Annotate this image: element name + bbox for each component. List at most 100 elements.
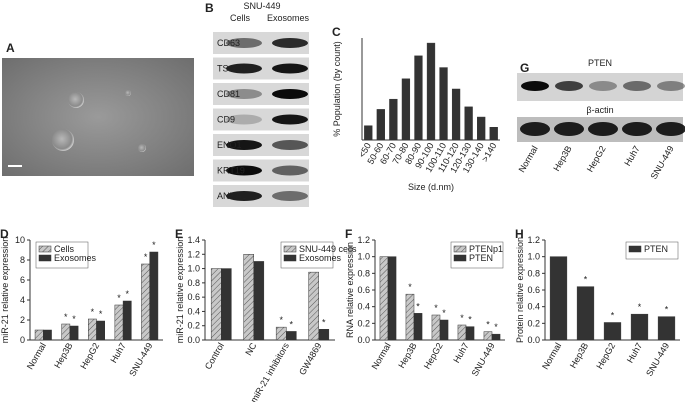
bar xyxy=(414,55,423,141)
legend-swatch xyxy=(453,254,467,262)
blot-row xyxy=(213,83,309,105)
y-tick-label: 0.8 xyxy=(187,278,200,288)
bar xyxy=(88,318,97,341)
column-label: Cells xyxy=(230,13,251,23)
significance: * xyxy=(117,293,121,303)
bar xyxy=(413,313,423,341)
bar xyxy=(401,78,411,141)
row-label: TSG101 xyxy=(217,64,251,74)
significance: * xyxy=(468,315,472,325)
band xyxy=(226,63,262,74)
panel-label: F xyxy=(345,227,352,241)
column-label: Huh7 xyxy=(622,144,641,168)
band xyxy=(226,114,262,125)
significance: * xyxy=(125,289,129,299)
x-tick-label: Normal xyxy=(370,341,393,371)
band xyxy=(272,63,308,74)
y-tick-label: 0.6 xyxy=(527,285,540,295)
band xyxy=(272,191,308,201)
significance: * xyxy=(99,309,103,319)
bar xyxy=(210,268,222,341)
panel-label: A xyxy=(6,41,15,55)
bar xyxy=(576,286,595,341)
y-tick-label: 0.6 xyxy=(187,292,200,302)
y-tick-label: 0.0 xyxy=(187,335,200,345)
band xyxy=(589,81,617,91)
y-tick-label: 8 xyxy=(20,255,25,265)
bar xyxy=(489,127,498,141)
blot-label: PTEN xyxy=(588,58,612,68)
bar xyxy=(221,268,232,341)
bar xyxy=(630,313,649,341)
legend-label: Exosomes xyxy=(54,253,97,263)
significance: * xyxy=(611,311,615,321)
x-tick-label: Hep3B xyxy=(52,341,74,370)
y-tick-label: 1.4 xyxy=(187,235,200,245)
bar xyxy=(603,322,622,341)
bar xyxy=(389,98,398,141)
bar xyxy=(253,261,265,341)
legend-label: Exosomes xyxy=(299,253,342,263)
band xyxy=(272,140,308,150)
bar xyxy=(61,323,71,341)
bar xyxy=(308,271,319,341)
significance: * xyxy=(64,312,68,322)
y-tick-label: 1.2 xyxy=(187,249,200,259)
vesicle xyxy=(52,129,74,151)
legend-label: PTENp1 xyxy=(469,244,503,254)
band xyxy=(226,191,262,201)
bar xyxy=(114,304,124,341)
y-axis-label: RNA relative expression xyxy=(345,242,355,338)
significance: * xyxy=(416,301,420,311)
bar xyxy=(69,325,79,341)
bar xyxy=(96,320,105,341)
band xyxy=(272,165,308,176)
y-tick-label: 1.0 xyxy=(357,252,370,262)
band xyxy=(226,140,262,150)
significance: * xyxy=(144,252,148,262)
bar xyxy=(122,300,132,341)
bar xyxy=(141,263,150,341)
legend-label: PTEN xyxy=(469,253,493,263)
y-tick-label: 1.2 xyxy=(357,235,370,245)
y-tick-label: 0.0 xyxy=(527,335,540,345)
bar xyxy=(405,293,415,341)
row-label: CD81 xyxy=(217,89,240,99)
legend-label: Cells xyxy=(54,244,75,254)
vesicle xyxy=(138,144,146,152)
column-label: Normal xyxy=(517,144,540,174)
y-tick-label: 0.2 xyxy=(527,318,540,328)
column-label: HepG2 xyxy=(585,144,608,174)
x-tick-label: Huh7 xyxy=(108,341,127,365)
bar xyxy=(657,316,676,341)
legend-label: SNU-449 cells xyxy=(299,244,357,254)
bar xyxy=(364,125,373,141)
significance: * xyxy=(442,308,446,318)
em-image xyxy=(2,58,194,176)
significance: * xyxy=(584,275,588,285)
y-tick-label: 2 xyxy=(20,315,25,325)
significance: * xyxy=(91,307,95,317)
x-tick-label: SNU-449 xyxy=(644,341,671,378)
legend-swatch xyxy=(453,245,467,253)
bar xyxy=(286,331,297,341)
bar xyxy=(457,324,467,341)
band xyxy=(520,122,550,136)
band xyxy=(521,81,549,91)
panel-label: B xyxy=(205,1,214,15)
significance: * xyxy=(322,317,326,327)
significance: * xyxy=(486,320,490,330)
panel-label: G xyxy=(520,61,529,75)
bar xyxy=(439,319,449,341)
row-label: CD63 xyxy=(217,38,240,48)
y-axis-label: miR-21 relative expression xyxy=(0,237,10,344)
band xyxy=(555,81,583,91)
significance: * xyxy=(290,319,294,329)
bar xyxy=(465,326,475,341)
band xyxy=(588,122,618,136)
bar xyxy=(387,256,397,341)
bar xyxy=(426,42,436,141)
chart: C% Population (by count)Size (d.nm)<5050… xyxy=(332,25,500,192)
band xyxy=(657,81,685,91)
